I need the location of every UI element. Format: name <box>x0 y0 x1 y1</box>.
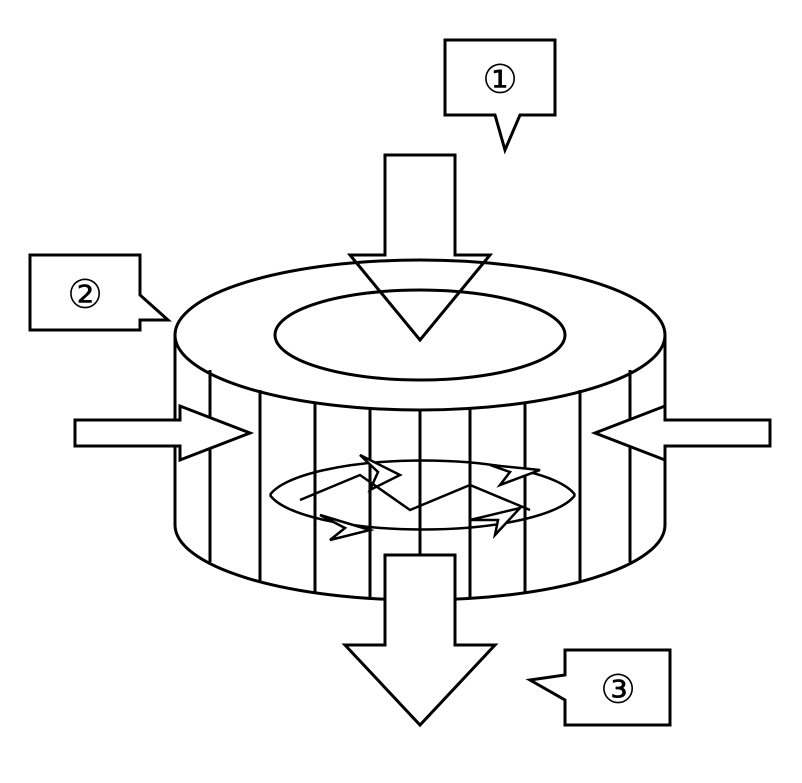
label-2-text: ② <box>67 272 103 317</box>
left-arrow-in <box>75 406 250 460</box>
label-3-callout: ③ <box>530 650 670 725</box>
diagram-canvas: ① ② ③ <box>0 0 802 783</box>
bottom-arrow-down <box>345 555 495 725</box>
label-2-callout: ② <box>30 255 168 330</box>
label-1-text: ① <box>482 57 518 102</box>
label-3-text: ③ <box>600 667 636 712</box>
right-arrow-in <box>595 406 770 460</box>
label-1-callout: ① <box>445 40 555 150</box>
top-arrow-down <box>350 155 490 340</box>
